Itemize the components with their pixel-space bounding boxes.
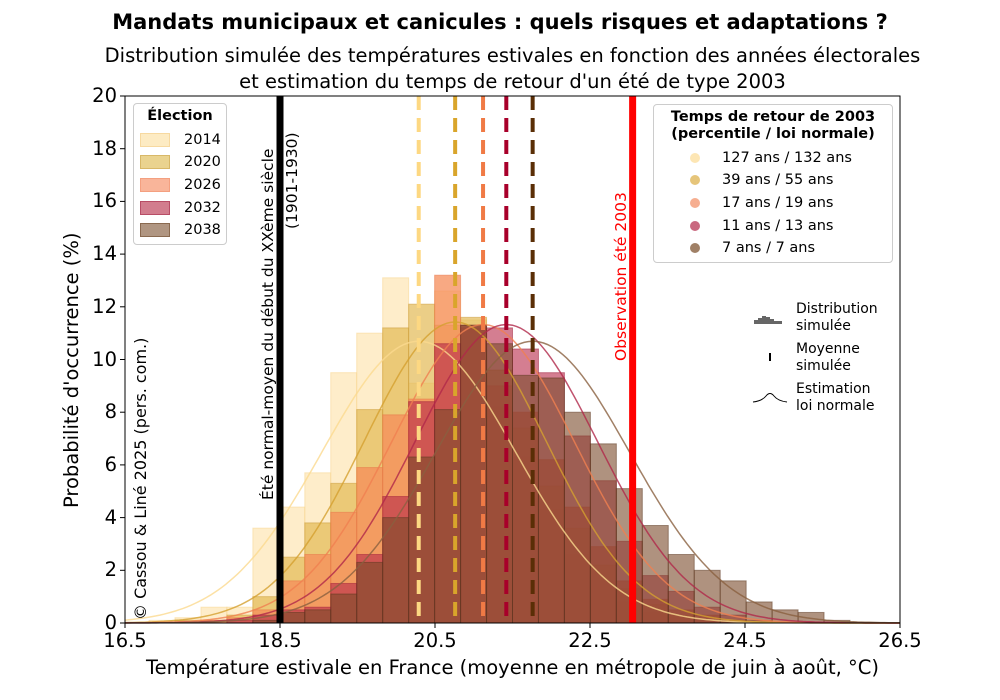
x-tick-label: 16.5 <box>103 629 147 652</box>
return-label: 17 ans / 19 ans <box>722 195 834 211</box>
legend-election: Élection 2014 2020 2026 2032 2038 <box>133 103 227 245</box>
chart-title: Mandats municipaux et canicules : quels … <box>112 10 888 34</box>
x-axis-ticks <box>124 623 901 628</box>
legend-item-2032: 2032 <box>140 199 221 217</box>
legend-label: 2026 <box>184 177 221 193</box>
legend-style-mean: Moyenne simulée <box>750 341 860 375</box>
subtitle-line-2: et estimation du temps de retour d'un ét… <box>239 70 786 93</box>
bar-2038 <box>641 525 669 624</box>
normal-curve-2032 <box>125 323 900 624</box>
y-axis-ticks <box>120 95 125 624</box>
x-axis-label: Température estivale en France (moyenne … <box>146 656 879 679</box>
legend-return-period: Temps de retour de 2003 (percentile / lo… <box>653 104 893 263</box>
normal-curves <box>124 321 900 624</box>
y-tick-label: 6 <box>104 452 117 476</box>
bar-2038 <box>330 593 358 624</box>
legend-item-2038: 2038 <box>140 221 221 239</box>
histogram-bars <box>148 274 851 624</box>
legend-style-histogram: Distribution simulée <box>750 301 878 335</box>
return-item-2032: 11 ans / 13 ans <box>690 216 833 236</box>
dot-icon <box>690 198 700 208</box>
return-label: 11 ans / 13 ans <box>722 218 834 234</box>
bar-2038 <box>537 377 565 624</box>
bar-2038 <box>408 456 436 624</box>
y-tick-label: 4 <box>104 505 117 529</box>
dot-icon <box>690 243 700 253</box>
legend-style-normal: Estimation loi normale <box>750 381 874 415</box>
x-tick-label: 18.5 <box>258 629 302 652</box>
return-item-2038: 7 ans / 7 ans <box>690 238 815 258</box>
return-label: 39 ans / 55 ans <box>722 172 834 188</box>
legend-item-2026: 2026 <box>140 176 221 194</box>
y-tick-label: 8 <box>104 400 117 424</box>
y-tick-label: 20 <box>92 84 117 107</box>
legend-swatch <box>140 155 170 169</box>
dot-icon <box>690 153 700 163</box>
bar-2038 <box>304 609 332 624</box>
return-label: 7 ans / 7 ans <box>722 240 816 256</box>
return-item-2014: 127 ans / 132 ans <box>690 148 852 168</box>
legend-style-label: Moyenne simulée <box>796 341 860 374</box>
legend-swatch <box>140 133 170 147</box>
reference-line-label-1: Été normal-moyen du début du XXème siècl… <box>259 148 277 500</box>
y-tick-label: 12 <box>92 294 117 318</box>
legend-swatch <box>140 223 170 237</box>
legend-return-title: Temps de retour de 2003 (percentile / lo… <box>654 109 892 143</box>
histogram-icon <box>750 308 790 328</box>
legend-label: 2032 <box>184 200 221 216</box>
legend-item-2020: 2020 <box>140 153 221 171</box>
x-tick-label: 24.5 <box>723 629 767 652</box>
x-tick-label: 26.5 <box>878 629 922 652</box>
legend-style-label: Estimation loi normale <box>796 381 875 414</box>
return-item-2020: 39 ans / 55 ans <box>690 170 833 190</box>
legend-label: 2038 <box>184 222 221 238</box>
subtitle-line-1: Distribution simulée des températures es… <box>104 44 921 67</box>
y-axis-label: Probabilité d'occurrence (%) <box>60 232 83 509</box>
bar-2038 <box>486 343 514 624</box>
dash-icon <box>750 348 790 368</box>
dot-icon <box>690 175 700 185</box>
bar-2038 <box>589 443 617 624</box>
x-tick-label: 20.5 <box>413 629 457 652</box>
normal-curve-2026 <box>124 323 900 624</box>
legend-swatch <box>140 201 170 215</box>
bar-2038 <box>460 324 488 624</box>
return-item-2026: 17 ans / 19 ans <box>690 193 833 213</box>
normal-curve-2038 <box>125 340 900 624</box>
return-label: 127 ans / 132 ans <box>722 150 852 166</box>
legend-item-2014: 2014 <box>140 131 221 149</box>
dot-icon <box>690 221 700 231</box>
y-tick-label: 18 <box>92 136 117 160</box>
bar-2038 <box>382 517 410 624</box>
legend-label: 2020 <box>184 154 221 170</box>
y-tick-label: 16 <box>92 189 117 213</box>
legend-return-title-line-2: (percentile / loi normale) <box>671 126 875 142</box>
y-tick-label: 0 <box>104 611 117 634</box>
legend-style-label: Distribution simulée <box>796 301 878 334</box>
y-tick-label: 14 <box>92 242 117 266</box>
legend-style: Distribution simulée Moyenne simulée Estim… <box>750 298 900 423</box>
bell-curve-icon <box>750 388 790 408</box>
bar-2038 <box>719 580 747 624</box>
legend-swatch <box>140 178 170 192</box>
copyright-label: © Cassou & Liné 2025 (pers. com.) <box>131 337 150 620</box>
x-tick-label: 22.5 <box>568 629 612 652</box>
legend-election-title: Élection <box>147 108 213 124</box>
chart-subtitle: Distribution simulée des températures es… <box>0 43 1000 95</box>
legend-return-title-line-1: Temps de retour de 2003 <box>670 109 876 125</box>
y-tick-label: 2 <box>104 558 117 582</box>
normal-curve-2020 <box>124 321 900 624</box>
legend-label: 2014 <box>184 132 221 148</box>
y-tick-label: 10 <box>92 347 117 371</box>
reference-line-label-2: (1901-1930) <box>283 132 301 229</box>
observation-label: Observation été 2003 <box>612 192 630 361</box>
bar-2038 <box>356 561 384 624</box>
